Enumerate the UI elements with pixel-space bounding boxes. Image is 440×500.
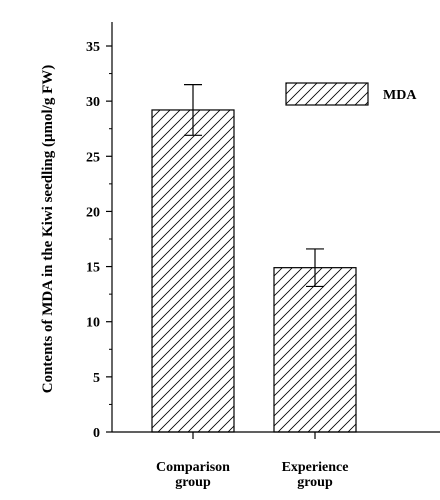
y-tick-label: 30 <box>86 95 100 110</box>
bar <box>151 109 235 433</box>
x-tick-label: Experience <box>282 460 349 475</box>
y-tick-label: 15 <box>86 261 100 276</box>
y-tick-label: 35 <box>86 40 100 55</box>
y-tick-label: 25 <box>86 150 100 165</box>
x-tick-label: group <box>175 475 211 490</box>
bar <box>273 267 357 433</box>
legend: MDA <box>285 82 417 106</box>
y-axis-title: Contents of MDA in the Kiwi seedling (μm… <box>40 65 56 394</box>
y-tick-label: 0 <box>93 426 100 441</box>
legend-label: MDA <box>383 88 417 103</box>
y-tick-label: 5 <box>93 371 100 386</box>
bars <box>151 83 357 433</box>
x-tick-label: Comparison <box>156 460 230 475</box>
y-tick-label: 20 <box>86 205 100 220</box>
y-tick-label: 10 <box>86 316 100 331</box>
x-tick-label: group <box>297 475 333 490</box>
legend-swatch <box>285 82 369 106</box>
axes: 05101520253035ComparisongroupExperienceg… <box>86 22 440 490</box>
